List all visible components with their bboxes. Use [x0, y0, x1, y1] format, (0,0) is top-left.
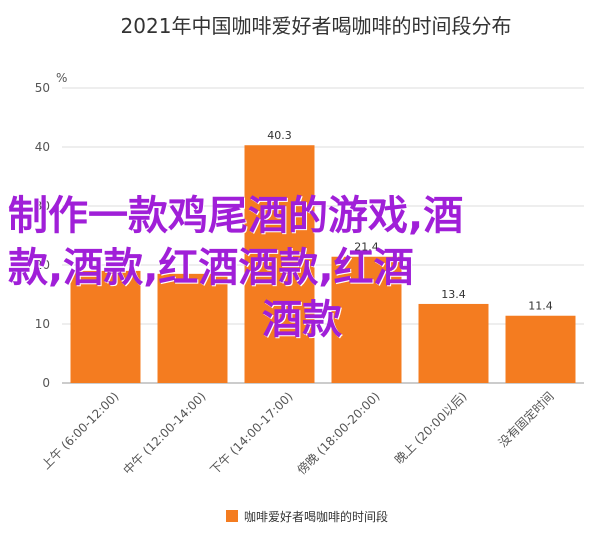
y-tick-label: 40 — [35, 140, 50, 154]
bars — [70, 145, 576, 383]
y-tick-label: 50 — [35, 81, 50, 95]
data-label: 11.4 — [528, 300, 553, 313]
overlay-line-2: 款,酒款,红酒酒款,红酒 — [8, 245, 414, 291]
bar — [244, 145, 315, 383]
x-tick-labels: 上午 (6:00-12:00)中午 (12:00-14:00)下午 (14:00… — [39, 389, 557, 478]
overlay-line-1: 制作一款鸡尾酒的游戏,酒 — [8, 193, 464, 239]
legend-label: 咖啡爱好者喝咖啡的时间段 — [244, 509, 388, 524]
bar — [70, 270, 141, 383]
bar — [418, 303, 489, 383]
x-tick-label: 上午 (6:00-12:00) — [39, 389, 122, 472]
data-label: 40.3 — [267, 129, 292, 142]
gridlines — [62, 87, 584, 384]
legend: 咖啡爱好者喝咖啡的时间段 — [226, 509, 388, 524]
bar — [505, 315, 576, 383]
y-tick-label: 0 — [42, 376, 50, 390]
bar — [157, 273, 228, 383]
legend-swatch — [226, 510, 238, 522]
data-label: 13.4 — [441, 288, 466, 301]
bar — [331, 256, 402, 383]
data-label: 21.4 — [354, 241, 379, 254]
y-tick-label: 30 — [35, 199, 50, 213]
y-tick-label: 10 — [35, 317, 50, 331]
x-tick-label: 中午 (12:00-14:00) — [120, 389, 209, 478]
x-tick-label: 没有固定时间 — [495, 389, 557, 451]
chart-title: 2021年中国咖啡爱好者喝咖啡的时间段分布 — [121, 14, 512, 38]
y-axis-unit: % — [56, 71, 67, 85]
x-tick-label: 傍晚 (18:00-20:00) — [294, 389, 383, 478]
overlay-line-3: 酒款 — [262, 297, 342, 343]
x-tick-label: 下午 (14:00-17:00) — [207, 389, 295, 477]
data-labels: 40.3 21.4 13.4 11.4 — [267, 129, 553, 313]
y-tick-labels: 0 10 20 30 40 50 — [35, 81, 50, 390]
x-tick-label: 晚上 (20:00以后) — [392, 389, 470, 467]
y-tick-label: 20 — [35, 258, 50, 272]
